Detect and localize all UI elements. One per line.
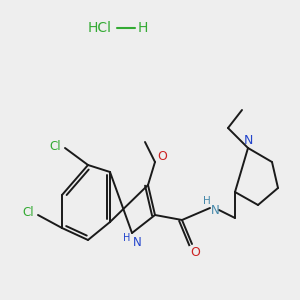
Text: H: H — [203, 196, 211, 206]
Text: O: O — [190, 245, 200, 259]
Text: N: N — [211, 203, 219, 217]
Text: H: H — [123, 233, 131, 243]
Text: H: H — [138, 21, 148, 35]
Text: Cl: Cl — [22, 206, 34, 220]
Text: N: N — [243, 134, 253, 148]
Text: O: O — [157, 151, 167, 164]
Text: N: N — [133, 236, 141, 248]
Text: HCl: HCl — [88, 21, 112, 35]
Text: Cl: Cl — [49, 140, 61, 152]
